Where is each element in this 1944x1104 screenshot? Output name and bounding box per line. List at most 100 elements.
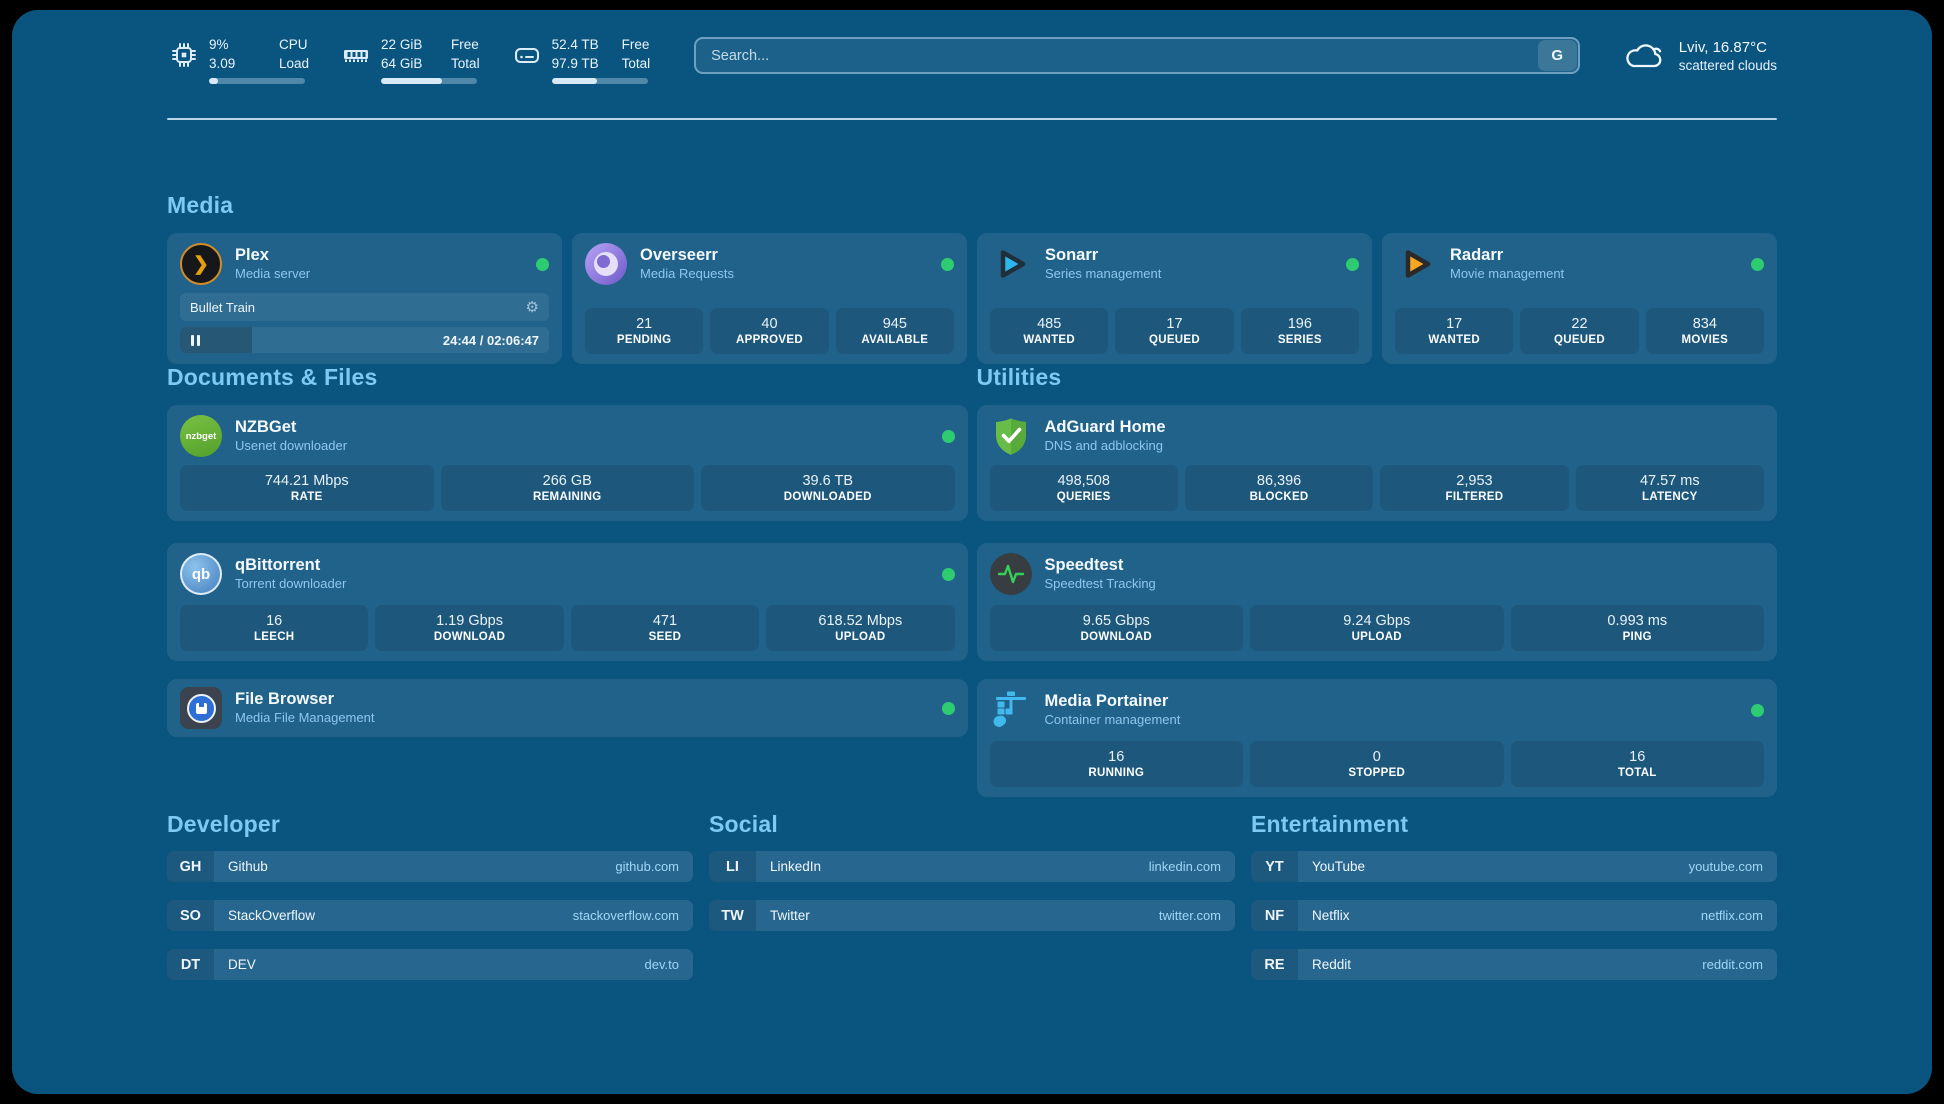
memory-widget: 22 GiB 64 GiB Free Total — [339, 36, 480, 85]
disk-total-label: Total — [621, 55, 651, 71]
bookmark-name: Twitter — [770, 908, 810, 924]
top-bar: 9% 3.09 CPU Load — [167, 36, 1777, 85]
memory-progress-bar — [381, 78, 478, 85]
bookmark-abbr: GH — [167, 851, 214, 883]
qbittorrent-icon: qb — [180, 553, 222, 596]
cpu-widget: 9% 3.09 CPU Load — [167, 36, 310, 85]
now-playing-title: Bullet Train — [190, 299, 256, 315]
cpu-progress-fill — [209, 78, 218, 85]
app-subtitle: Usenet downloader — [235, 438, 348, 454]
bookmark-url: netflix.com — [1700, 908, 1763, 924]
stat-download: 1.19 Gbps DOWNLOAD — [375, 605, 564, 652]
cloud-icon — [1622, 38, 1666, 72]
bookmark-url: reddit.com — [1702, 957, 1763, 973]
search-provider-button[interactable]: G — [1537, 40, 1577, 71]
disk-free-label: Free — [621, 37, 650, 52]
bookmark-url: twitter.com — [1158, 908, 1221, 924]
stat-rate: 744.21 Mbps RATE — [180, 465, 434, 512]
app-name: NZBGet — [235, 418, 297, 437]
app-name: AdGuard Home — [1044, 418, 1166, 437]
memory-total-value: 64 GiB — [381, 55, 423, 71]
status-dot — [941, 701, 955, 715]
filebrowser-icon — [180, 687, 222, 730]
app-card-overseerr[interactable]: Overseerr Media Requests 21 PENDING 40 A… — [572, 233, 967, 365]
bookmark-url: dev.to — [644, 957, 679, 973]
bookmark-abbr: NF — [1251, 900, 1298, 932]
cpu-label: CPU — [279, 37, 308, 52]
bookmark-stackoverflow[interactable]: SO StackOverflow stackoverflow.com — [167, 900, 693, 932]
status-dot — [1751, 703, 1764, 717]
weather-widget[interactable]: Lviv, 16.87°C scattered clouds — [1622, 37, 1777, 73]
stat-ping: 0.993 ms PING — [1510, 605, 1764, 652]
memory-progress-fill — [381, 78, 442, 85]
status-dot — [941, 257, 954, 271]
bookmark-twitter[interactable]: TW Twitter twitter.com — [709, 900, 1235, 932]
app-name: Media Portainer — [1044, 692, 1169, 711]
bookmark-youtube[interactable]: YT YouTube youtube.com — [1251, 851, 1777, 883]
bookmark-name: Reddit — [1312, 957, 1352, 973]
cpu-load-label: Load — [279, 55, 310, 71]
stat-downloaded: 39.6 TB DOWNLOADED — [701, 465, 955, 512]
bookmark-abbr: DT — [167, 949, 214, 981]
stat-queued: 22 QUEUED — [1520, 308, 1639, 355]
playback-time: 24:44 / 02:06:47 — [442, 332, 539, 348]
bookmark-abbr: YT — [1251, 851, 1298, 883]
cpu-load-value: 3.09 — [209, 55, 236, 71]
bookmark-url: github.com — [615, 859, 679, 875]
app-name: Radarr — [1450, 246, 1504, 265]
stat-stopped: 0 STOPPED — [1250, 741, 1504, 788]
bookmark-url: stackoverflow.com — [572, 908, 679, 924]
stat-queries: 498,508 QUERIES — [989, 465, 1178, 512]
app-subtitle: Torrent downloader — [235, 576, 347, 592]
app-card-plex[interactable]: ❯ Plex Media server Bullet Train ⚙ 24:44… — [167, 233, 562, 365]
app-name: Sonarr — [1045, 246, 1099, 265]
bookmark-netflix[interactable]: NF Netflix netflix.com — [1251, 900, 1777, 932]
stat-wanted: 485 WANTED — [990, 308, 1109, 355]
bookmark-name: StackOverflow — [228, 908, 316, 924]
playback-progress-row: 24:44 / 02:06:47 — [180, 327, 549, 354]
app-subtitle: Container management — [1044, 712, 1181, 728]
gear-icon[interactable]: ⚙ — [525, 299, 539, 317]
pause-icon[interactable] — [191, 334, 200, 346]
memory-total-label: Total — [451, 55, 480, 71]
memory-ram-icon — [339, 38, 373, 72]
bookmark-name: Netflix — [1312, 908, 1350, 924]
app-subtitle: Media Requests — [640, 266, 734, 282]
app-subtitle: Speedtest Tracking — [1044, 576, 1156, 592]
radarr-icon — [1395, 243, 1437, 285]
bookmark-linkedin[interactable]: LI LinkedIn linkedin.com — [709, 851, 1235, 883]
app-card-sonarr[interactable]: Sonarr Series management 485 WANTED 17 Q… — [977, 233, 1372, 365]
memory-free-label: Free — [451, 37, 479, 52]
bookmark-github[interactable]: GH Github github.com — [167, 851, 693, 883]
status-dot — [1751, 257, 1764, 271]
disk-progress-fill — [551, 78, 597, 85]
topbar-divider — [167, 118, 1777, 121]
stat-blocked: 86,396 BLOCKED — [1184, 465, 1374, 512]
app-name: File Browser — [235, 690, 335, 709]
stat-total: 16 TOTAL — [1510, 741, 1764, 788]
stat-running: 16 RUNNING — [989, 741, 1243, 788]
stat-queued: 17 QUEUED — [1115, 308, 1234, 355]
bookmark-reddit[interactable]: RE Reddit reddit.com — [1251, 949, 1777, 981]
app-name: Speedtest — [1044, 556, 1124, 575]
overseerr-icon — [585, 243, 627, 286]
speedtest-pulse-icon — [989, 553, 1032, 596]
status-dot — [536, 257, 549, 271]
app-card-filebrowser[interactable]: File Browser Media File Management — [167, 679, 968, 738]
app-subtitle: DNS and adblocking — [1044, 438, 1164, 454]
search-input[interactable] — [694, 37, 1580, 74]
app-card-qbittorrent[interactable]: qb qBittorrent Torrent downloader 16 LEE… — [167, 543, 968, 662]
app-card-adguard[interactable]: AdGuard Home DNS and adblocking 498,508 … — [976, 405, 1777, 522]
app-card-nzbget[interactable]: nzbget NZBGet Usenet downloader 744.21 M… — [167, 405, 968, 522]
section-title-social: Social — [709, 811, 778, 838]
stat-available: 945 AVAILABLE — [835, 308, 954, 355]
app-card-radarr[interactable]: Radarr Movie management 17 WANTED 22 QUE… — [1382, 233, 1777, 365]
stat-download: 9.65 Gbps DOWNLOAD — [989, 605, 1243, 652]
app-card-speedtest[interactable]: Speedtest Speedtest Tracking 9.65 Gbps D… — [976, 543, 1777, 662]
disk-free-value: 52.4 TB — [551, 37, 599, 52]
cpu-progress-bar — [209, 78, 305, 85]
status-dot — [1346, 257, 1359, 271]
bookmark-dev[interactable]: DT DEV dev.to — [167, 949, 693, 981]
app-card-portainer[interactable]: Media Portainer Container management 16 … — [976, 679, 1777, 798]
section-title-documents: Documents & Files — [167, 364, 378, 391]
